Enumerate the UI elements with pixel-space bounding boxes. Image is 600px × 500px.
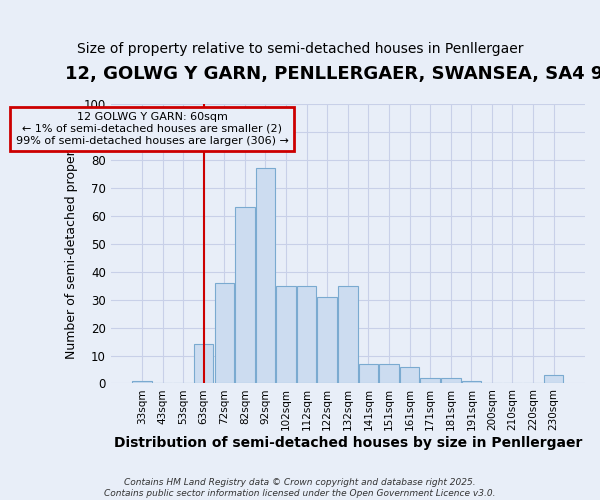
- Bar: [317, 297, 337, 384]
- Bar: [132, 380, 152, 384]
- Bar: [256, 168, 275, 384]
- Bar: [297, 286, 316, 384]
- Bar: [461, 380, 481, 384]
- Bar: [359, 364, 378, 384]
- Bar: [441, 378, 461, 384]
- Text: 12 GOLWG Y GARN: 60sqm
← 1% of semi-detached houses are smaller (2)
99% of semi-: 12 GOLWG Y GARN: 60sqm ← 1% of semi-deta…: [16, 112, 289, 146]
- Bar: [400, 366, 419, 384]
- Text: Size of property relative to semi-detached houses in Penllergaer: Size of property relative to semi-detach…: [77, 42, 523, 56]
- Bar: [235, 208, 254, 384]
- Bar: [194, 344, 214, 384]
- Y-axis label: Number of semi-detached properties: Number of semi-detached properties: [65, 128, 78, 360]
- Bar: [421, 378, 440, 384]
- Bar: [276, 286, 296, 384]
- X-axis label: Distribution of semi-detached houses by size in Penllergaer: Distribution of semi-detached houses by …: [113, 436, 582, 450]
- Bar: [544, 375, 563, 384]
- Bar: [379, 364, 399, 384]
- Title: 12, GOLWG Y GARN, PENLLERGAER, SWANSEA, SA4 9DE: 12, GOLWG Y GARN, PENLLERGAER, SWANSEA, …: [65, 65, 600, 83]
- Bar: [338, 286, 358, 384]
- Bar: [215, 283, 234, 384]
- Text: Contains HM Land Registry data © Crown copyright and database right 2025.
Contai: Contains HM Land Registry data © Crown c…: [104, 478, 496, 498]
